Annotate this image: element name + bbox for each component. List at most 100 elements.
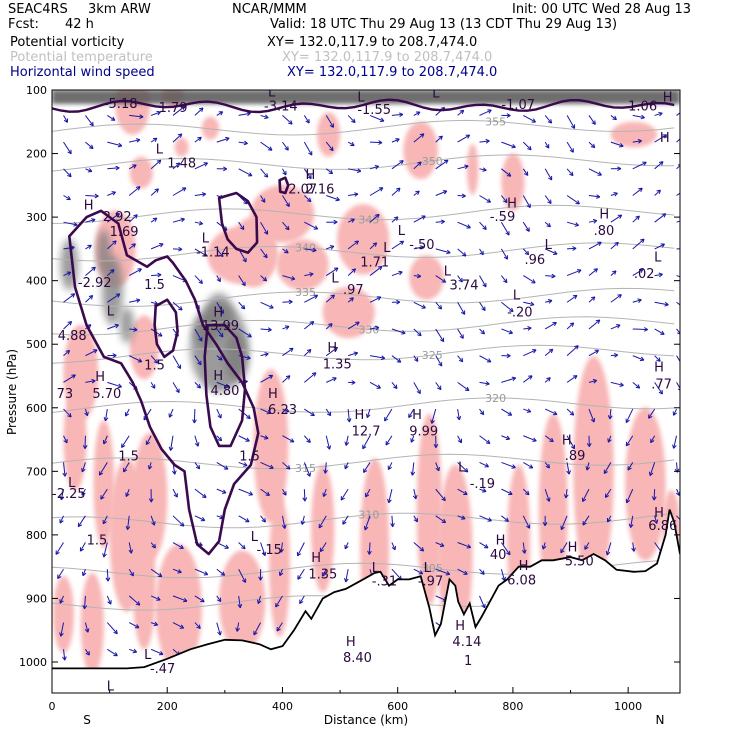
wind-vector-head-30: [93, 349, 98, 354]
wind-vector-233: [304, 294, 318, 303]
wind-vector-408: [500, 542, 511, 556]
wind-vector-head-132: [198, 279, 203, 284]
theta-line-345: [52, 204, 675, 224]
x-axis-title: Distance (km): [324, 713, 408, 727]
wind-vector-255: [326, 377, 337, 383]
wind-vector-276: [344, 462, 349, 469]
wind-vector-450: [566, 269, 582, 277]
wind-vector-head-429: [548, 175, 553, 181]
wind-vector-122: [172, 568, 182, 573]
wind-vector-head-426: [521, 549, 527, 554]
wind-vector-head-226: [305, 118, 310, 124]
wind-vector-326: [413, 355, 419, 362]
y-tick-label-100: 100: [26, 84, 47, 97]
wind-vector-247: [325, 168, 333, 175]
hl-marker-16: L: [444, 265, 452, 280]
wind-vector-head-365: [464, 386, 470, 392]
wind-vector-head-61: [113, 629, 118, 635]
wind-vector-head-245: [329, 123, 334, 128]
wind-vector-78: [127, 515, 130, 530]
wind-vector-head-97: [147, 465, 153, 470]
wind-vector-head-156: [224, 383, 230, 389]
wind-vector-213: [282, 301, 293, 303]
wind-vector-head-263: [351, 118, 356, 124]
wind-vector-head-402: [511, 376, 517, 382]
wind-vector-290: [369, 355, 385, 359]
wind-vector-358: [457, 195, 466, 197]
wind-vector-317: [413, 111, 421, 116]
wind-vector-head-339: [440, 219, 445, 225]
wind-vector-221: [281, 515, 286, 529]
wind-vector-head-401: [506, 353, 511, 359]
wind-vector-265: [348, 168, 361, 172]
pv-value-1: 1.79: [159, 101, 188, 116]
wind-vector-head-208: [282, 170, 287, 176]
wind-vector-head-512: [658, 111, 663, 117]
wind-vector-140: [194, 488, 207, 498]
pv-value-34: .89: [565, 449, 586, 464]
wind-vector-head-110: [178, 246, 183, 252]
pv-value-19: 1.5: [144, 278, 165, 293]
wind-vector-99: [150, 515, 155, 526]
wind-vector-212: [282, 275, 296, 280]
wind-vector-head-175: [246, 355, 251, 360]
hl-marker-21: H: [654, 361, 664, 376]
wind-vector-head-499: [635, 215, 640, 221]
wind-vector-head-78: [125, 525, 131, 530]
wind-vector-head-4: [73, 222, 78, 227]
wind-vector-head-276: [344, 464, 349, 470]
wind-vector-head-220: [282, 491, 287, 496]
wind-vector-head-251: [333, 267, 339, 272]
pv-value-4: -1.07: [501, 98, 535, 113]
wind-vector-head-219: [285, 465, 291, 470]
wind-vector-368: [457, 462, 469, 473]
wind-vector-37: [79, 542, 86, 552]
wind-vector-head-484: [611, 270, 617, 275]
wind-vector-head-199: [269, 464, 274, 469]
wind-vector-277: [340, 488, 349, 501]
hl-marker-20: H: [327, 341, 337, 356]
wind-vector-head-403: [507, 411, 513, 416]
wind-vector-head-98: [148, 498, 154, 503]
wind-vector-426: [522, 542, 526, 554]
field-xy-wind: XY= 132.0,117.9 to 208.7,474.0: [287, 65, 498, 80]
wind-vector-57: [102, 515, 108, 525]
wind-vector-311: [385, 435, 393, 446]
wind-vector-179: [238, 461, 248, 467]
wind-vector-238: [303, 435, 311, 443]
hl-marker-26: H: [412, 408, 422, 423]
wind-vector-head-28: [88, 295, 94, 300]
wind-vector-head-282: [378, 140, 383, 145]
wind-vector-head-311: [385, 440, 390, 446]
x-tick-label-1000: 1000: [614, 700, 642, 713]
wind-vector-head-288: [376, 296, 382, 301]
wind-vector-head-327: [416, 389, 421, 395]
wind-vector-head-116: [168, 413, 173, 418]
pv-value-3: -1.55: [357, 103, 391, 118]
wind-vector-head-406: [508, 490, 513, 496]
hl-marker-18: L: [107, 305, 115, 320]
wind-vector-head-544: [682, 522, 686, 526]
wind-vector-head-376: [486, 198, 492, 203]
wind-vector-head-153: [219, 309, 224, 314]
wind-vector-509: [626, 488, 634, 504]
wind-vector-232: [304, 273, 314, 277]
wind-vector-62: [107, 648, 118, 657]
wind-vector-154: [216, 328, 224, 338]
wind-vector-444: [566, 115, 576, 129]
wind-vector-71: [129, 328, 138, 331]
wind-vector-459: [560, 515, 568, 530]
hl-marker-28: L: [458, 460, 466, 475]
wind-vector-357: [457, 165, 469, 170]
wind-vector-196: [260, 374, 273, 383]
wind-vector-head-330: [410, 471, 416, 476]
wind-vector-241: [301, 515, 305, 525]
wind-vector-head-72: [137, 358, 143, 363]
wind-vector-head-477: [584, 545, 589, 550]
wind-vector-head-489: [607, 415, 613, 420]
theta-line-350: [52, 154, 675, 172]
pv-value-15: .80: [594, 224, 615, 239]
wind-vector-464: [588, 195, 600, 198]
wind-vector-head-143: [203, 571, 209, 576]
wind-vector-466: [588, 241, 602, 250]
